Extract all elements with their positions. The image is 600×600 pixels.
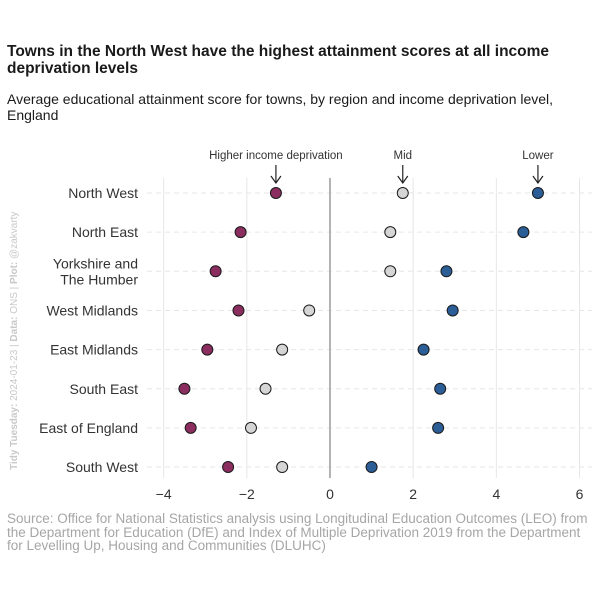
category-label-north-west: North West xyxy=(68,185,138,201)
point-higher-east-midlands xyxy=(201,343,214,356)
point-higher-yorkshire-and-the-humber xyxy=(209,265,222,278)
point-mid-east-midlands xyxy=(276,343,289,356)
category-label-south-east: South East xyxy=(70,381,139,397)
x-tick-label: −4 xyxy=(156,486,172,502)
side-credit-text: Tidy Tuesday: 2024-01-23 | Data: ONS | P… xyxy=(9,212,20,470)
x-tick-label: 6 xyxy=(576,486,584,502)
side-credit-date: 2024-01-23 | xyxy=(9,342,20,404)
category-label-east-midlands: East Midlands xyxy=(50,342,138,358)
point-higher-west-midlands xyxy=(232,304,245,317)
side-credit: Tidy Tuesday: 2024-01-23 | Data: ONS | P… xyxy=(9,212,20,470)
point-lower-east-midlands xyxy=(417,343,430,356)
annotation-arrow-head xyxy=(532,175,544,185)
category-label-north-east: North East xyxy=(72,224,138,240)
point-higher-north-east xyxy=(234,226,247,239)
annotation-higher-income-deprivation: Higher income deprivation xyxy=(209,150,343,162)
point-mid-yorkshire-and-the-humber xyxy=(384,265,397,278)
points xyxy=(178,187,544,474)
point-higher-east-of-england xyxy=(184,421,197,434)
source-caption: Source: Office for National Statistics a… xyxy=(7,511,588,553)
point-mid-south-east xyxy=(259,382,272,395)
point-higher-south-east xyxy=(178,382,191,395)
point-mid-north-east xyxy=(384,226,397,239)
point-mid-north-west xyxy=(396,187,409,199)
point-lower-south-east xyxy=(434,382,447,395)
y-axis-labels: North West North East Yorkshire and The Hum… xyxy=(39,185,138,475)
point-lower-north-east xyxy=(517,226,530,239)
annotations: Higher income deprivation Mid Lower xyxy=(209,150,554,185)
annotation-arrow-head xyxy=(397,175,409,185)
side-credit-plot-label: Plot: xyxy=(9,262,20,284)
category-label-east-of-england: East of England xyxy=(39,420,138,436)
point-higher-south-west xyxy=(222,461,235,474)
x-axis-ticks: −4 −2 0 2 4 6 xyxy=(156,486,584,502)
x-tick-label: 4 xyxy=(492,486,500,502)
category-label-line: Yorkshire and xyxy=(53,255,138,271)
point-lower-south-west xyxy=(365,461,378,474)
point-lower-north-west xyxy=(531,187,544,199)
side-credit-prefix: Tidy Tuesday: xyxy=(9,404,20,470)
point-mid-west-midlands xyxy=(303,304,316,317)
annotation-mid: Mid xyxy=(394,150,413,162)
point-mid-south-west xyxy=(276,461,289,474)
side-credit-data-source: ONS | xyxy=(9,284,20,317)
category-label-south-west: South West xyxy=(66,459,138,475)
x-tick-label: 0 xyxy=(326,486,334,502)
side-credit-author: @zakvarty xyxy=(9,212,20,262)
category-label-west-midlands: West Midlands xyxy=(46,302,138,318)
category-label-yorkshire-and-the-humber: Yorkshire and The Humber xyxy=(53,255,138,287)
annotation-lower: Lower xyxy=(522,150,553,162)
side-credit-data-label: Data: xyxy=(9,317,20,342)
vertical-gridlines xyxy=(163,178,581,478)
point-lower-east-of-england xyxy=(432,421,445,434)
x-tick-label: −2 xyxy=(239,486,255,502)
point-lower-west-midlands xyxy=(446,304,459,317)
annotation-arrow-head xyxy=(270,175,282,185)
category-label-line: The Humber xyxy=(60,271,138,287)
point-mid-east-of-england xyxy=(244,421,257,434)
point-lower-yorkshire-and-the-humber xyxy=(440,265,453,278)
point-higher-north-west xyxy=(269,187,282,199)
chart-title: Towns in the North West have the highest… xyxy=(7,43,550,77)
chart-subtitle: Average educational attainment score for… xyxy=(7,91,554,123)
x-tick-label: 2 xyxy=(409,486,417,502)
